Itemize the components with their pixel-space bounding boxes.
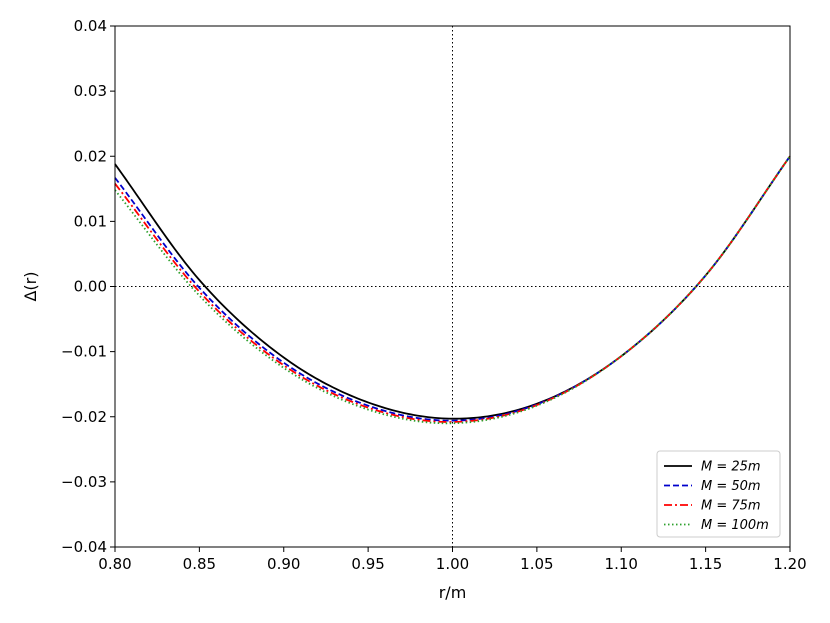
y-tick-label: 0.03	[74, 82, 107, 100]
series-line-2	[114, 155, 791, 422]
x-tick-label: 0.95	[351, 555, 384, 573]
legend-label-3: M = 75m	[701, 499, 761, 514]
y-axis-ticks: −0.04 −0.03 −0.02 −0.01 0.00 0.01 0.02 0.03 0.04	[61, 17, 115, 556]
series-layer	[114, 155, 791, 425]
x-axis-ticks: 0.80 0.85 0.90 0.95 1.00 1.05 1.10 1.15 1.20	[98, 547, 807, 573]
legend-label-4: M = 100m	[701, 518, 769, 533]
y-tick-label: 0.01	[74, 212, 107, 230]
legend-label-2: M = 50m	[701, 479, 761, 494]
legend: M = 25m M = 50m M = 75m M = 100m	[656, 450, 781, 538]
y-tick-label: 0.04	[74, 17, 107, 35]
y-tick-label: 0.00	[74, 278, 107, 296]
x-tick-label: 0.80	[98, 555, 131, 573]
legend-box	[656, 450, 781, 538]
x-tick-label: 0.85	[183, 555, 216, 573]
y-axis-label: Δ(r)	[21, 271, 40, 301]
y-tick-label: 0.02	[74, 147, 107, 165]
x-axis-label: r/m	[439, 583, 467, 602]
y-tick-label: −0.02	[61, 408, 107, 426]
x-tick-label: 1.00	[436, 555, 469, 573]
y-tick-label: −0.01	[61, 343, 107, 361]
x-tick-label: 1.15	[689, 555, 722, 573]
y-tick-label: −0.03	[61, 473, 107, 491]
x-tick-label: 1.20	[773, 555, 806, 573]
legend-label-1: M = 25m	[701, 460, 761, 475]
x-tick-label: 1.05	[520, 555, 553, 573]
x-tick-label: 0.90	[267, 555, 300, 573]
reference-lines	[115, 26, 790, 547]
x-tick-label: 1.10	[605, 555, 638, 573]
series-line-3	[114, 155, 791, 423]
y-tick-label: −0.04	[61, 538, 107, 556]
